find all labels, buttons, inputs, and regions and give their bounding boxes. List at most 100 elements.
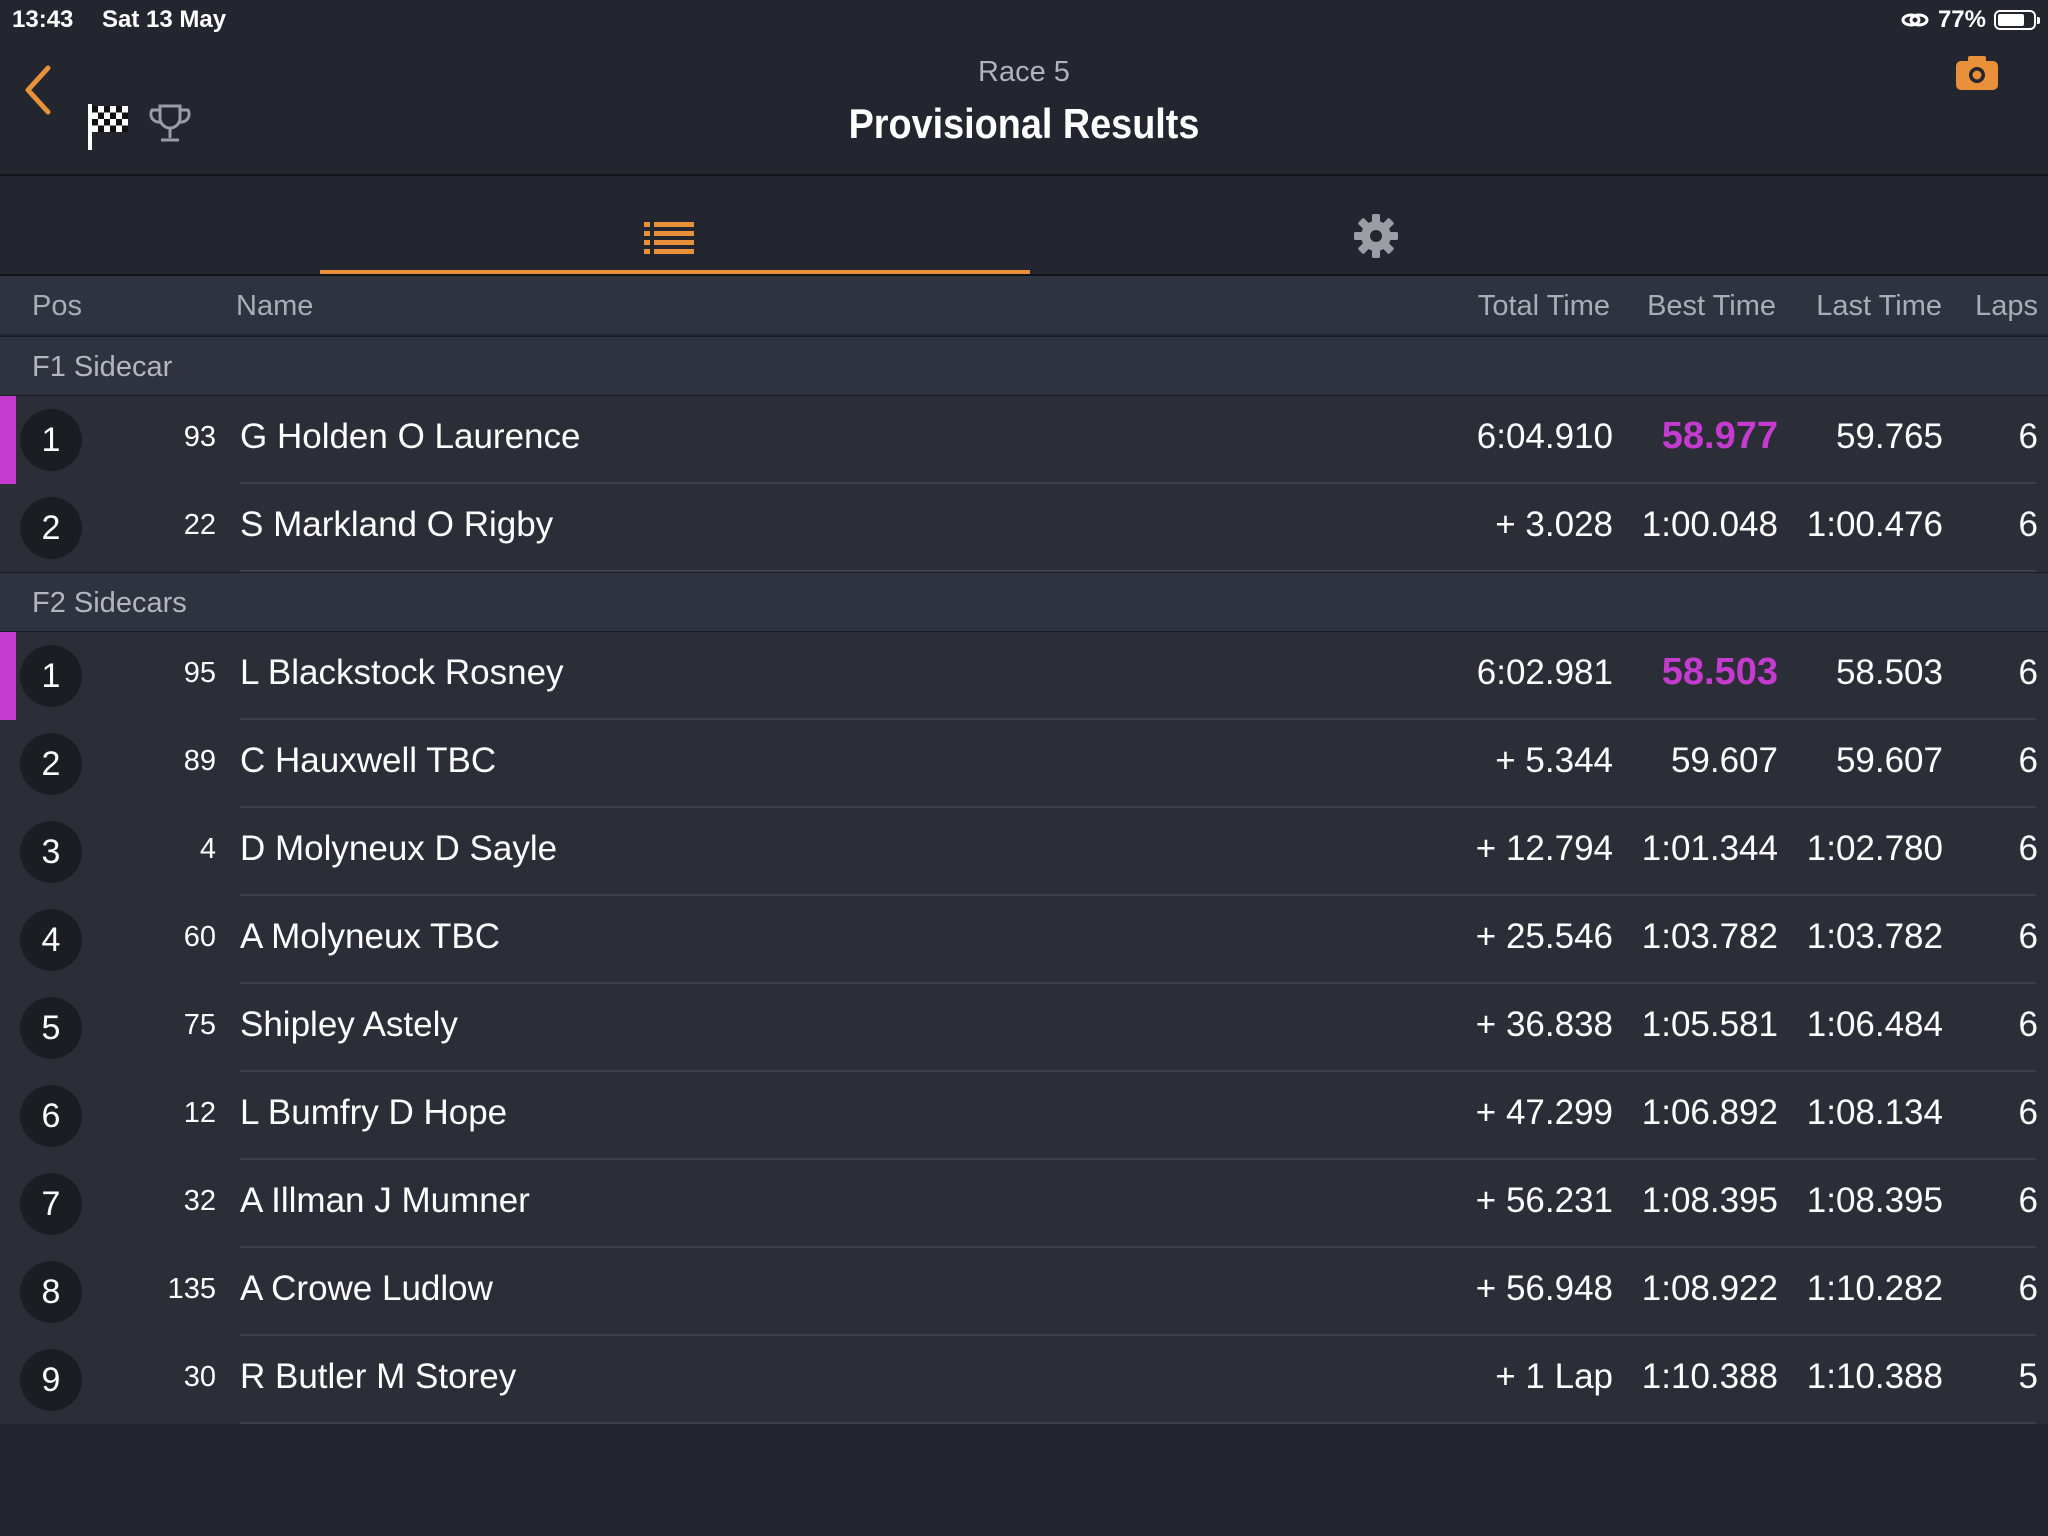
best-time: 1:00.048: [1641, 505, 1778, 544]
table-row[interactable]: 8 135 A Crowe Ludlow + 56.948 1:08.922 1:10.2…: [0, 1248, 2048, 1336]
row-divider: [240, 1158, 2036, 1160]
last-time: 1:06.484: [1806, 1005, 1943, 1044]
trophy-icon[interactable]: [148, 102, 192, 146]
rider-name: S Markland O Rigby: [240, 505, 554, 544]
checkered-flag-icon[interactable]: [86, 102, 130, 150]
table-row[interactable]: 5 75 Shipley Astely + 36.838 1:05.581 1:06.48…: [0, 984, 2048, 1072]
best-time: 1:10.388: [1641, 1357, 1778, 1396]
fastest-lap-marker: [0, 396, 16, 484]
last-time: 1:08.395: [1806, 1181, 1943, 1220]
status-date: Sat 13 May: [102, 6, 227, 33]
total-time: + 12.794: [1475, 829, 1613, 868]
total-time: + 3.028: [1495, 505, 1613, 544]
table-row[interactable]: 1 95 L Blackstock Rosney 6:02.981 58.503 58.5…: [0, 632, 2048, 720]
last-time: 58.503: [1835, 653, 1943, 692]
best-time: 1:06.892: [1641, 1093, 1778, 1132]
row-divider: [240, 982, 2036, 984]
laps-count: 6: [2018, 829, 2038, 868]
total-time: + 1 Lap: [1495, 1357, 1613, 1396]
rider-name: L Bumfry D Hope: [240, 1093, 508, 1132]
row-divider: [240, 1334, 2036, 1336]
best-time: 59.607: [1670, 741, 1778, 780]
total-time: + 5.344: [1495, 741, 1613, 780]
group-name: F1 Sidecar: [32, 351, 173, 383]
position-badge: 2: [20, 497, 82, 559]
table-row[interactable]: 4 60 A Molyneux TBC + 25.546 1:03.782 1:03.78…: [0, 896, 2048, 984]
best-time: 1:08.395: [1641, 1181, 1778, 1220]
total-time: + 25.546: [1475, 917, 1613, 956]
row-divider: [240, 482, 2036, 484]
laps-count: 6: [2018, 1269, 2038, 1308]
best-time: 1:08.922: [1641, 1269, 1778, 1308]
position-badge: 8: [20, 1261, 82, 1323]
table-row[interactable]: 7 32 A Illman J Mumner + 56.231 1:08.395 1:08…: [0, 1160, 2048, 1248]
laps-count: 5: [2018, 1357, 2038, 1396]
race-number: 30: [183, 1361, 216, 1393]
tab-results-list[interactable]: [320, 176, 1030, 274]
laps-count: 6: [2018, 917, 2038, 956]
rider-name: A Illman J Mumner: [240, 1181, 530, 1220]
active-tab-indicator: [320, 270, 1030, 274]
group-header: F1 Sidecar: [0, 336, 2048, 396]
table-row[interactable]: 2 89 C Hauxwell TBC + 5.344 59.607 59.607 6: [0, 720, 2048, 808]
last-time: 59.607: [1835, 741, 1943, 780]
status-time: 13:43: [12, 6, 74, 33]
position-badge: 1: [20, 645, 82, 707]
group-header: F2 Sidecars: [0, 572, 2048, 632]
camera-icon[interactable]: [1954, 54, 2000, 92]
table-row[interactable]: 2 22 S Markland O Rigby + 3.028 1:00.048 1:00…: [0, 484, 2048, 572]
battery-level: [1998, 14, 2024, 26]
laps-count: 6: [2018, 417, 2038, 456]
laps-count: 6: [2018, 1093, 2038, 1132]
col-name: Name: [236, 290, 314, 322]
best-time: 1:03.782: [1641, 917, 1778, 956]
race-number: 12: [183, 1097, 216, 1129]
page-title: Provisional Results: [848, 100, 1200, 147]
best-time: 58.977: [1661, 415, 1778, 457]
last-time: 1:08.134: [1806, 1093, 1943, 1132]
race-number: 135: [167, 1273, 216, 1305]
position-badge: 6: [20, 1085, 82, 1147]
best-time: 58.503: [1661, 651, 1778, 693]
race-subtitle: Race 5: [978, 56, 1070, 88]
table-row[interactable]: 3 4 D Molyneux D Sayle + 12.794 1:01.344 1:02…: [0, 808, 2048, 896]
rider-name: D Molyneux D Sayle: [240, 829, 558, 868]
laps-count: 6: [2018, 505, 2038, 544]
table-row[interactable]: 1 93 G Holden O Laurence 6:04.910 58.977 59.7…: [0, 396, 2048, 484]
position-badge: 9: [20, 1349, 82, 1411]
list-icon: [644, 222, 694, 254]
tab-settings[interactable]: [1030, 176, 1720, 274]
last-time: 1:03.782: [1806, 917, 1943, 956]
race-number: 32: [183, 1185, 216, 1217]
last-time: 1:10.388: [1806, 1357, 1943, 1396]
col-best-time: Best Time: [1647, 290, 1776, 322]
status-right: 77%: [1900, 6, 2040, 34]
race-number: 89: [183, 745, 216, 777]
row-divider: [240, 570, 2036, 572]
total-time: 6:02.981: [1476, 653, 1613, 692]
table-row[interactable]: 9 30 R Butler M Storey + 1 Lap 1:10.388 1:10.…: [0, 1336, 2048, 1424]
column-header-row: Pos Name Total Time Best Time Last Time …: [0, 276, 2048, 336]
race-number: 75: [183, 1009, 216, 1041]
tab-bar: [0, 176, 2048, 276]
rider-name: G Holden O Laurence: [240, 417, 581, 456]
position-badge: 4: [20, 909, 82, 971]
col-pos: Pos: [32, 290, 82, 322]
row-divider: [240, 806, 2036, 808]
battery-percent: 77%: [1937, 6, 1986, 33]
position-badge: 5: [20, 997, 82, 1059]
link-icon: [1901, 13, 1929, 27]
table-row[interactable]: 6 12 L Bumfry D Hope + 47.299 1:06.892 1:08.1…: [0, 1072, 2048, 1160]
position-badge: 2: [20, 733, 82, 795]
rider-name: R Butler M Storey: [240, 1357, 517, 1396]
position-badge: 1: [20, 409, 82, 471]
total-time: 6:04.910: [1476, 417, 1613, 456]
back-chevron-icon[interactable]: [18, 60, 58, 120]
rider-name: L Blackstock Rosney: [240, 653, 564, 692]
laps-count: 6: [2018, 1181, 2038, 1220]
col-laps: Laps: [1975, 290, 2038, 322]
total-time: + 36.838: [1475, 1005, 1613, 1044]
position-badge: 3: [20, 821, 82, 883]
best-time: 1:01.344: [1641, 829, 1778, 868]
laps-count: 6: [2018, 741, 2038, 780]
